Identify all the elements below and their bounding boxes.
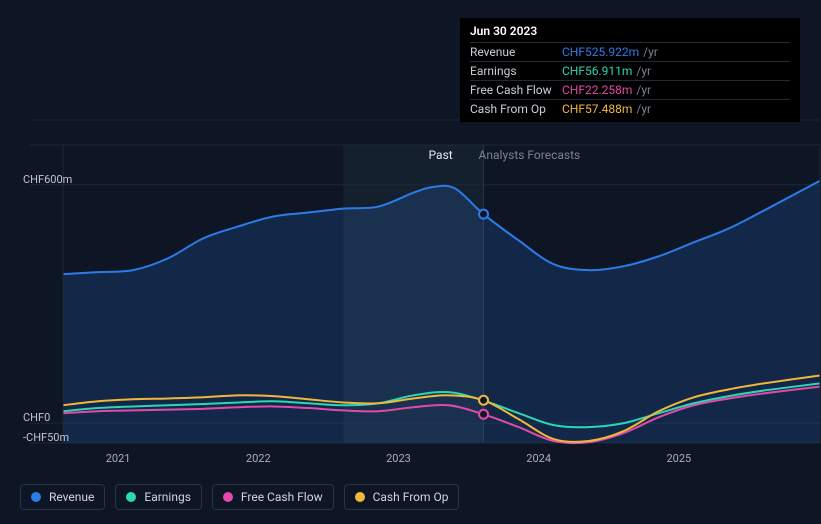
tooltip-metric-label: Revenue — [470, 45, 562, 59]
tooltip-metric-value: CHF57.488m — [562, 102, 632, 116]
x-tick-label: 2024 — [526, 452, 551, 465]
legend-label: Free Cash Flow — [241, 490, 323, 504]
chart-legend: Revenue Earnings Free Cash Flow Cash From O… — [20, 484, 459, 510]
legend-item-revenue[interactable]: Revenue — [20, 484, 105, 510]
tooltip-row: EarningsCHF56.911m/yr — [470, 61, 790, 80]
tooltip-row: RevenueCHF525.922m/yr — [470, 42, 790, 61]
legend-label: Cash From Op — [373, 490, 449, 504]
y-tick-label: CHF600m — [23, 173, 72, 186]
legend-dot-icon — [31, 492, 41, 502]
legend-dot-icon — [355, 492, 365, 502]
past-label: Past — [429, 148, 453, 162]
tooltip-metric-label: Earnings — [470, 64, 562, 78]
tooltip-row: Cash From OpCHF57.488m/yr — [470, 99, 790, 118]
legend-dot-icon — [126, 492, 136, 502]
tooltip-unit: /yr — [643, 45, 658, 59]
chart-tooltip: Jun 30 2023 RevenueCHF525.922m/yrEarning… — [460, 18, 800, 122]
legend-label: Revenue — [49, 490, 94, 504]
tooltip-metric-value: CHF525.922m — [562, 45, 639, 59]
tooltip-date: Jun 30 2023 — [470, 24, 790, 42]
legend-item-cash_from_op[interactable]: Cash From Op — [344, 484, 460, 510]
tooltip-metric-value: CHF56.911m — [562, 64, 632, 78]
x-tick-label: 2023 — [386, 452, 411, 465]
x-tick-label: 2021 — [106, 452, 131, 465]
legend-item-earnings[interactable]: Earnings — [115, 484, 202, 510]
legend-dot-icon — [223, 492, 233, 502]
forecast-label: Analysts Forecasts — [479, 148, 581, 162]
legend-label: Earnings — [144, 490, 191, 504]
legend-item-fcf[interactable]: Free Cash Flow — [212, 484, 334, 510]
tooltip-metric-value: CHF22.258m — [562, 83, 632, 97]
y-tick-label: -CHF50m — [23, 431, 69, 444]
tooltip-unit: /yr — [636, 102, 651, 116]
tooltip-metric-label: Cash From Op — [470, 102, 562, 116]
x-tick-label: 2025 — [666, 452, 691, 465]
tooltip-unit: /yr — [636, 64, 651, 78]
x-tick-label: 2022 — [246, 452, 271, 465]
tooltip-row: Free Cash FlowCHF22.258m/yr — [470, 80, 790, 99]
y-tick-label: CHF0 — [23, 411, 50, 424]
tooltip-metric-label: Free Cash Flow — [470, 83, 562, 97]
tooltip-unit: /yr — [636, 83, 651, 97]
